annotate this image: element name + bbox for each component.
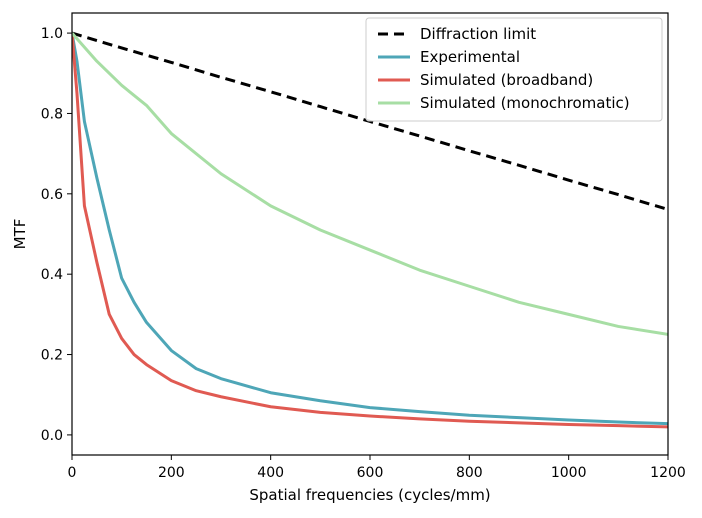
- x-tick-label: 600: [357, 465, 384, 481]
- x-tick-label: 1000: [551, 465, 587, 481]
- series-line-simulated-broadband: [72, 32, 668, 429]
- legend-label: Experimental: [420, 48, 520, 66]
- x-tick-label: 1200: [650, 465, 686, 481]
- x-tick-label: 200: [158, 465, 185, 481]
- x-axis-label: Spatial frequencies (cycles/mm): [249, 486, 490, 504]
- x-tick-label: 800: [456, 465, 483, 481]
- legend-label: Diffraction limit: [420, 25, 536, 43]
- y-tick-label: 0.2: [41, 348, 63, 364]
- y-tick-label: 0.4: [41, 267, 63, 283]
- legend: Diffraction limit Experimental Simulated (…: [365, 17, 663, 122]
- x-tick-label: 0: [68, 465, 77, 481]
- axes: 0 200 400 600 800 1000 1200 0.0 0.2 0.4 0.6 0.8 1.0: [41, 26, 686, 481]
- legend-box: [365, 17, 663, 122]
- series-line-simulated-monochromatic: [72, 32, 668, 336]
- y-tick-label: 0.0: [41, 428, 63, 444]
- x-tick-label: 400: [257, 465, 284, 481]
- y-tick-label: 0.8: [41, 106, 63, 122]
- y-tick-label: 0.6: [41, 187, 63, 203]
- y-axis-label: MTF: [11, 219, 29, 250]
- series-line-experimental: [72, 32, 668, 426]
- legend-label: Simulated (broadband): [420, 71, 593, 89]
- legend-label: Simulated (monochromatic): [420, 94, 630, 112]
- y-tick-label: 1.0: [41, 26, 63, 42]
